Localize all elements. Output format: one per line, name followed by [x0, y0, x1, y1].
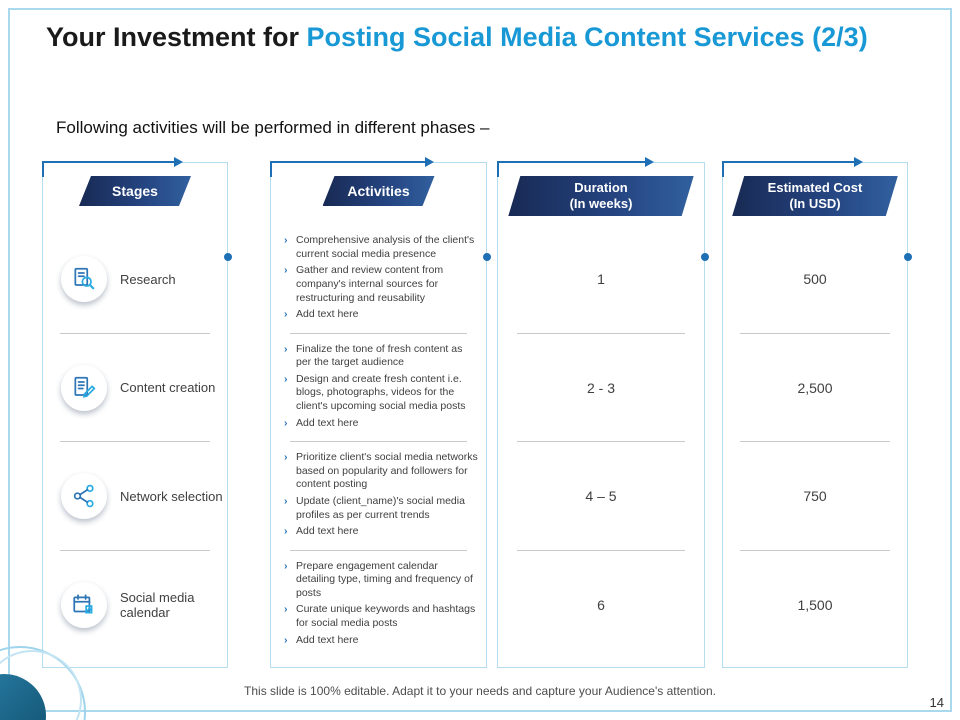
subtitle: Following activities will be performed i… — [56, 118, 490, 137]
arrow-line — [42, 157, 184, 167]
activity-bullet: Add text here — [283, 417, 478, 431]
title-black-part: Your Investment for — [46, 22, 307, 52]
stage-row: Content creation — [43, 334, 227, 443]
arrowhead-icon — [854, 157, 864, 167]
column-header-label: Duration — [574, 179, 628, 195]
column-header-sublabel: (In weeks) — [569, 196, 633, 211]
activities-column: Activities Comprehensive analysis of the… — [270, 157, 491, 668]
calendar-social-icon — [61, 581, 107, 628]
activities-row: Prioritize client's social media network… — [271, 442, 486, 551]
activity-bullet: Comprehensive analysis of the client's c… — [283, 234, 478, 261]
document-search-icon — [61, 256, 107, 303]
arrow-corner-line — [722, 161, 724, 177]
column-header-label: Stages — [112, 183, 158, 199]
cost-value: 2,500 — [797, 379, 833, 396]
connector-dot — [701, 253, 709, 261]
arrow-corner-line — [497, 161, 499, 177]
activities-rows: Comprehensive analysis of the client's c… — [271, 225, 486, 659]
activity-bullet: Add text here — [283, 308, 478, 322]
arrowhead-icon — [424, 157, 434, 167]
bullet-list: Prepare engagement calendar detailing ty… — [283, 560, 478, 651]
cost-value: 500 — [803, 271, 827, 288]
column-header-label: Estimated Cost — [767, 179, 863, 195]
stage-label: Research — [120, 271, 176, 287]
stages-rows: Research Content creation — [43, 225, 227, 659]
activity-bullet: Update (client_name)'s social media prof… — [283, 495, 478, 522]
column-header-duration: Duration (In weeks) — [508, 176, 693, 216]
arrowhead-icon — [174, 157, 184, 167]
stages-column: Stages Research — [42, 157, 232, 668]
column-header-stages: Stages — [79, 176, 191, 206]
activity-bullet: Gather and review content from company's… — [283, 264, 478, 305]
estimated-cost-column: Estimated Cost (In USD) 500 2,500 750 1,… — [722, 157, 912, 668]
activity-bullet: Add text here — [283, 525, 478, 539]
arrow-corner-line — [42, 161, 44, 177]
stage-row: Social media calendar — [43, 551, 227, 660]
column-header-sublabel: (In USD) — [789, 196, 841, 211]
duration-value: 1 — [597, 271, 605, 288]
network-icon — [61, 473, 107, 520]
cost-cell: 750 — [723, 442, 907, 551]
activity-bullet: Curate unique keywords and hashtags for … — [283, 603, 478, 630]
stage-label: Social media calendar — [120, 589, 195, 620]
activity-bullet: Prepare engagement calendar detailing ty… — [283, 560, 478, 601]
stage-row: Research — [43, 225, 227, 334]
activities-row: Finalize the tone of fresh content as pe… — [271, 334, 486, 443]
title-blue-part: Posting Social Media Content Services (2… — [306, 22, 868, 52]
duration-value: 6 — [597, 596, 605, 613]
duration-cell: 6 — [498, 551, 704, 660]
document-edit-icon — [61, 364, 107, 411]
cost-value: 750 — [803, 488, 827, 505]
activities-row: Comprehensive analysis of the client's c… — [271, 225, 486, 334]
arrow-line — [497, 157, 655, 167]
activities-row: Prepare engagement calendar detailing ty… — [271, 551, 486, 660]
cost-cell: 2,500 — [723, 334, 907, 443]
duration-value: 2 - 3 — [586, 379, 615, 396]
column-header-cost: Estimated Cost (In USD) — [732, 176, 898, 216]
duration-cell: 1 — [498, 225, 704, 334]
duration-cell: 2 - 3 — [498, 334, 704, 443]
connector-dot — [224, 253, 232, 261]
arrowhead-icon — [645, 157, 655, 167]
activity-bullet: Design and create fresh content i.e. blo… — [283, 373, 478, 414]
cost-cell: 1,500 — [723, 551, 907, 660]
arrow-line — [270, 157, 434, 167]
activity-bullet: Prioritize client's social media network… — [283, 451, 478, 492]
activity-bullet: Finalize the tone of fresh content as pe… — [283, 343, 478, 370]
stage-label: Content creation — [120, 380, 216, 396]
bullet-list: Comprehensive analysis of the client's c… — [283, 234, 478, 325]
cost-value: 1,500 — [797, 596, 833, 613]
activity-bullet: Add text here — [283, 634, 478, 648]
column-header-label: Activities — [347, 183, 410, 199]
stage-row: Network selection — [43, 442, 227, 551]
arrow-line — [722, 157, 864, 167]
duration-value: 4 – 5 — [585, 488, 617, 505]
duration-column: Duration (In weeks) 1 2 - 3 4 – 5 6 — [497, 157, 709, 668]
cost-cell: 500 — [723, 225, 907, 334]
bullet-list: Finalize the tone of fresh content as pe… — [283, 343, 478, 434]
footer-note: This slide is 100% editable. Adapt it to… — [244, 684, 716, 698]
stage-label: Network selection — [120, 488, 223, 504]
duration-rows: 1 2 - 3 4 – 5 6 — [498, 225, 704, 659]
connector-dot — [904, 253, 912, 261]
page-number: 14 — [929, 695, 944, 710]
arrow-corner-line — [270, 161, 272, 177]
cost-rows: 500 2,500 750 1,500 — [723, 225, 907, 659]
bullet-list: Prioritize client's social media network… — [283, 451, 478, 542]
page-title: Your Investment for Posting Social Media… — [46, 20, 926, 55]
connector-dot — [483, 253, 491, 261]
duration-cell: 4 – 5 — [498, 442, 704, 551]
column-header-activities: Activities — [323, 176, 435, 206]
